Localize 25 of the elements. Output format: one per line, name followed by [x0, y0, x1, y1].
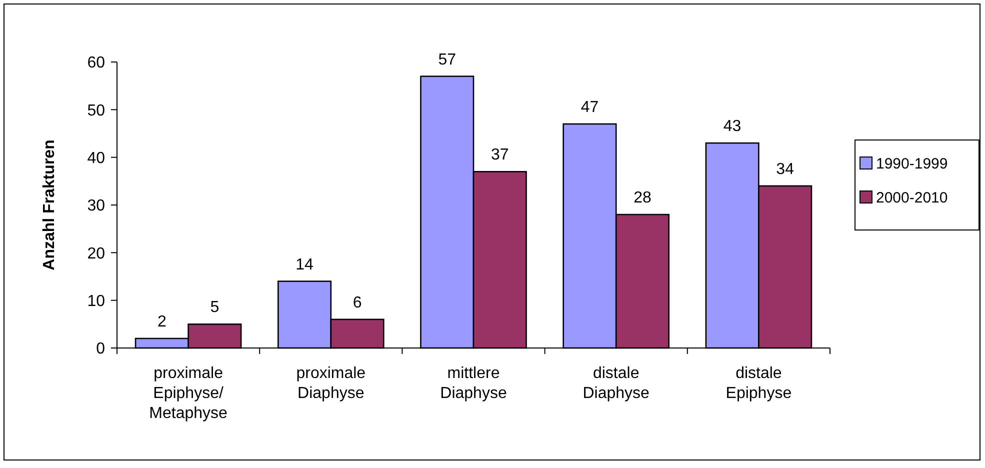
y-tick-label: 50	[87, 102, 106, 120]
data-label: 28	[634, 190, 652, 207]
x-tick-label: distale Diaphyse	[582, 365, 650, 402]
y-tick-label: 40	[87, 150, 106, 167]
data-label: 6	[352, 294, 362, 312]
data-label: 47	[580, 98, 599, 116]
data-label: 34	[776, 160, 794, 178]
data-label: 14	[296, 256, 314, 274]
x-tick-label: proximale Epiphyse/ Metaphyse	[149, 365, 228, 422]
x-tick-label: mittlere Diaphyse	[440, 365, 507, 402]
y-tick-label: 60	[87, 54, 106, 72]
y-axis-title: Anzahl Frakturen	[41, 140, 58, 270]
x-tick-label: distale Epiphyse	[726, 365, 792, 402]
x-tick-label: proximale Diaphyse	[296, 365, 366, 402]
data-label: 57	[438, 51, 456, 68]
legend-label: 2000-2010	[876, 189, 948, 206]
y-tick-label: 0	[96, 340, 106, 358]
data-label: 37	[490, 146, 509, 164]
legend-label: 1990-1999	[876, 155, 948, 172]
y-tick-label: 20	[87, 245, 106, 262]
y-tick-label: 10	[87, 292, 106, 310]
data-label: 43	[723, 118, 742, 136]
y-tick-label: 30	[87, 198, 106, 215]
data-label: 2	[157, 313, 166, 330]
data-label: 5	[210, 299, 220, 316]
